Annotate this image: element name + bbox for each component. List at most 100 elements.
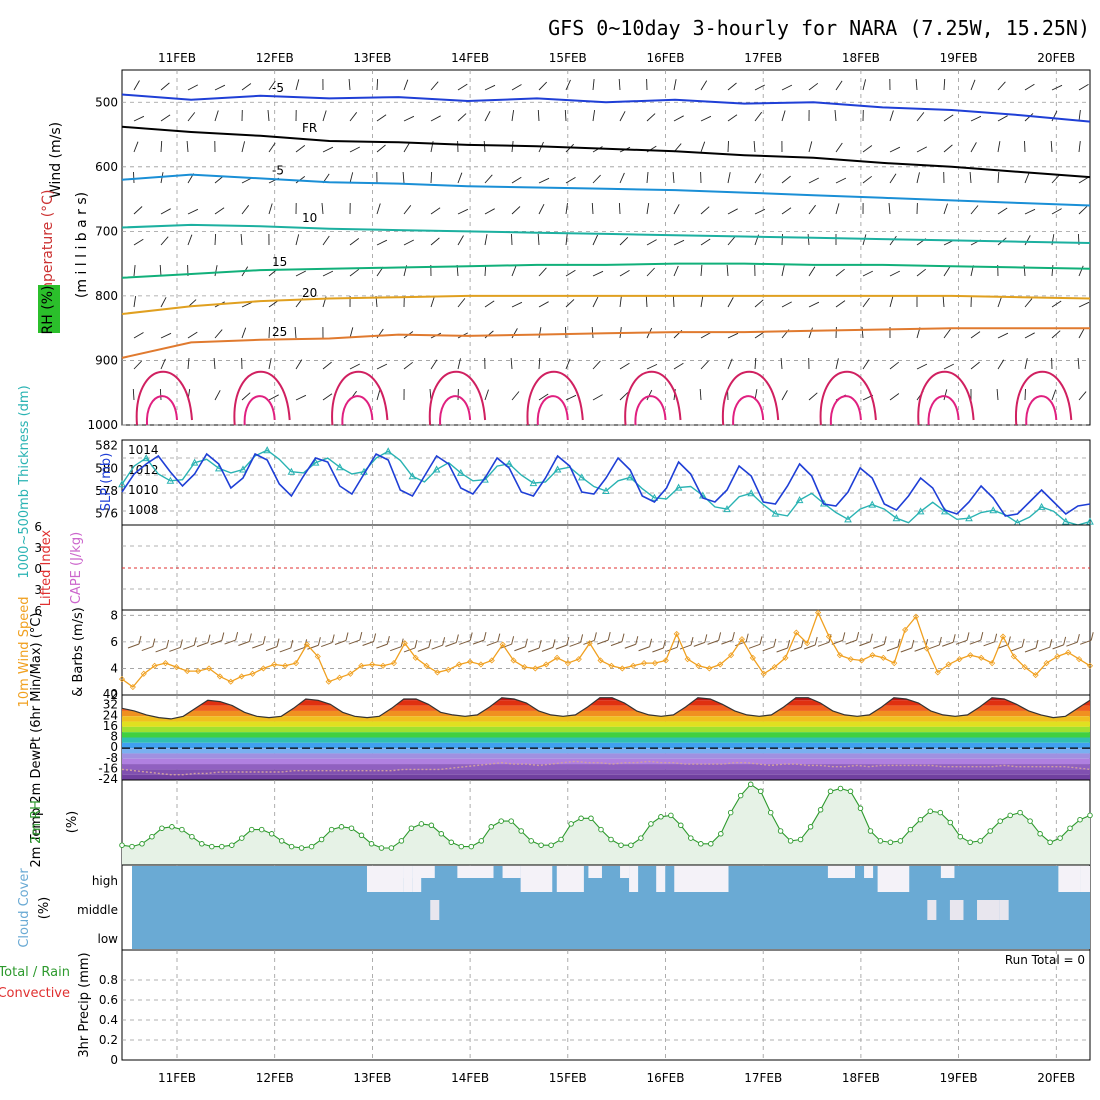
wind10m-barb bbox=[638, 646, 650, 652]
wind-barb bbox=[160, 297, 167, 308]
wind10m-barb bbox=[497, 633, 501, 642]
wind-barb bbox=[781, 301, 792, 308]
wind-barb bbox=[808, 327, 813, 339]
wind10m-speed-point bbox=[488, 657, 495, 664]
wind-barb bbox=[457, 83, 468, 91]
rh2m-point bbox=[219, 843, 225, 850]
rh2m-point bbox=[718, 831, 724, 837]
cloud-middle bbox=[999, 900, 1009, 920]
thickness-point bbox=[844, 515, 852, 523]
wind10m-speed-point bbox=[510, 657, 517, 664]
rh2m-axis-label: 2m RH bbox=[29, 800, 44, 844]
wind10m-barb bbox=[983, 641, 995, 647]
wind-barb bbox=[160, 140, 163, 153]
date-tick-top: 16FEB bbox=[647, 51, 685, 65]
pressure-tick: 800 bbox=[95, 289, 118, 303]
wind10m-barb bbox=[886, 646, 899, 652]
wind10m-barb bbox=[538, 639, 542, 649]
rh-contour bbox=[917, 370, 975, 426]
wind-barb bbox=[510, 357, 513, 370]
wind-barb bbox=[565, 177, 576, 184]
wind-barb bbox=[835, 358, 839, 370]
wind-barb bbox=[214, 207, 225, 215]
rh2m-point bbox=[248, 826, 255, 833]
wind-barb bbox=[1051, 300, 1062, 308]
rh2m-point bbox=[378, 845, 385, 851]
wind-barb bbox=[1024, 83, 1035, 91]
rh2m-point bbox=[278, 838, 285, 844]
wind10m-barb bbox=[842, 632, 846, 641]
wind10m-barb bbox=[235, 631, 239, 641]
temp-band bbox=[122, 726, 1090, 733]
cloud-high bbox=[412, 866, 422, 892]
wind-barb bbox=[268, 80, 276, 91]
rh-legend-swatch bbox=[38, 285, 60, 333]
thickness-point bbox=[166, 476, 175, 484]
wind-barb bbox=[376, 363, 388, 370]
wind-barb bbox=[268, 358, 272, 370]
rh2m-point bbox=[797, 836, 804, 843]
wind10m-speed-point bbox=[423, 662, 430, 669]
rh2m-point bbox=[727, 809, 734, 816]
cloud-high bbox=[1058, 866, 1081, 892]
li-tick: 3 bbox=[34, 541, 42, 555]
wind10m-barb bbox=[1021, 638, 1025, 648]
wind10m-speed-point bbox=[934, 669, 941, 676]
thickness-point bbox=[118, 480, 126, 488]
wind-barb bbox=[159, 388, 162, 401]
wind-barb bbox=[700, 332, 711, 339]
slp-line bbox=[121, 452, 1091, 517]
date-tick-bottom: 18FEB bbox=[842, 1071, 880, 1085]
rh2m-point bbox=[139, 841, 145, 847]
cloud-row-label: low bbox=[98, 932, 119, 946]
thickness-point bbox=[408, 472, 417, 480]
wind-barb bbox=[1051, 174, 1060, 184]
temp-band bbox=[122, 769, 1090, 775]
temp-tick: -24 bbox=[98, 772, 118, 786]
wind-barb bbox=[970, 361, 980, 370]
temp-band bbox=[122, 764, 1090, 770]
wind-barb bbox=[646, 203, 650, 215]
wind-barb bbox=[835, 142, 843, 153]
wind10m-barb bbox=[445, 642, 457, 647]
wind-barb bbox=[727, 114, 738, 122]
date-tick-bottom: 12FEB bbox=[256, 1071, 294, 1085]
temp-band bbox=[122, 716, 1090, 722]
rh2m-point bbox=[847, 788, 854, 795]
rh2m-point bbox=[428, 822, 435, 829]
wind-barb bbox=[591, 202, 594, 215]
wind-barb bbox=[916, 363, 928, 370]
wind-barb bbox=[673, 115, 684, 122]
wind-barb bbox=[187, 84, 199, 91]
wind10m-barb bbox=[593, 632, 597, 641]
wind10m-barb bbox=[787, 639, 791, 649]
wind10m-barb bbox=[459, 639, 471, 645]
thickness-tick: 580 bbox=[95, 461, 118, 475]
wind-barb bbox=[889, 173, 897, 184]
rh2m-point bbox=[628, 842, 634, 848]
wind-barb bbox=[1024, 358, 1028, 370]
wind-axis-label: Wind (m/s) bbox=[48, 122, 64, 198]
rh-contour bbox=[145, 395, 178, 426]
wind-barb bbox=[916, 268, 926, 277]
wind-barb bbox=[402, 171, 405, 184]
wind10m-barb bbox=[790, 646, 802, 652]
pressure-tick: 500 bbox=[95, 95, 118, 109]
wind-barb bbox=[565, 203, 568, 215]
wind10m-speed-point bbox=[999, 633, 1007, 640]
isotherm-label: 15 bbox=[272, 255, 287, 269]
wind10m-speed-point bbox=[641, 660, 648, 667]
wind-barb bbox=[511, 84, 522, 91]
rh2m-point bbox=[668, 812, 674, 819]
rh2m-point bbox=[708, 841, 714, 847]
wind-barb bbox=[834, 109, 837, 122]
cloud-high-partial bbox=[620, 866, 630, 878]
rh2m-point bbox=[368, 841, 375, 847]
wind10m-speed-point bbox=[608, 662, 615, 669]
wind10m-barb bbox=[290, 639, 294, 649]
wind-barb bbox=[835, 80, 843, 91]
cloud-row-label: high bbox=[92, 874, 118, 888]
wind-barb bbox=[403, 142, 410, 153]
wind-barb bbox=[457, 235, 464, 246]
wind-barb bbox=[726, 264, 729, 277]
